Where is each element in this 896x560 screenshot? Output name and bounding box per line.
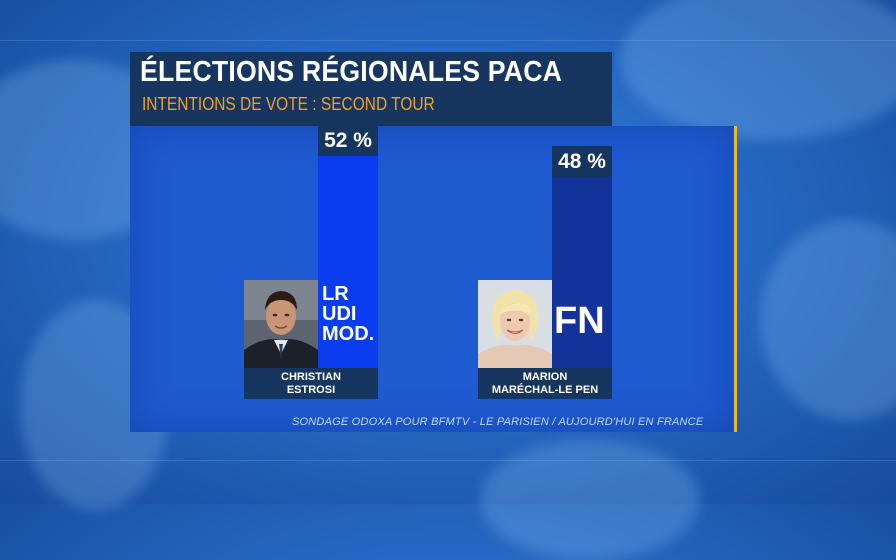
chart-header: ÉLECTIONS RÉGIONALES PACA INTENTIONS DE … [130,52,612,126]
chart-plot-area: 52 % LR UDI MOD. CHRISTIAN ESTROSI 48 % … [130,125,734,432]
name-first-estrosi: CHRISTIAN [281,370,341,383]
accent-line [734,126,737,432]
party-label-udi: UDI [322,303,357,325]
background-map-europe [620,0,896,140]
background-map-asia [760,220,896,420]
name-first-marechal-le-pen: MARION [522,370,568,383]
party-label-fn: FN [554,300,605,342]
background-latitude-line [0,40,896,41]
name-last-marechal-le-pen: MARÉCHAL-LE PEN [491,383,599,396]
category-label-estrosi: CHRISTIAN ESTROSI [244,368,378,399]
background-map-africa [480,440,700,560]
bar-estrosi [318,125,378,398]
bar-marechal-le-pen [552,146,612,398]
party-label-lr: LR [322,283,349,305]
data-label-marechal-le-pen: 48 % [552,146,612,177]
chart-subtitle: INTENTIONS DE VOTE : SECOND TOUR [142,94,435,114]
chart-panel [130,126,734,432]
party-label-marechal-le-pen: FN [554,302,605,340]
chart-title: ÉLECTIONS RÉGIONALES PACA [140,56,563,88]
candidate-photo-marechal-le-pen [478,280,552,368]
party-label-estrosi: LR UDI MOD. [322,284,374,344]
background-latitude-line [0,460,896,461]
candidate-photo-estrosi [244,280,318,368]
data-label-estrosi: 52 % [318,125,378,156]
name-last-estrosi: ESTROSI [286,383,336,396]
party-label-mod: MOD. [322,323,375,345]
source-note: SONDAGE ODOXA POUR BFMTV - LE PARISIEN /… [292,416,704,428]
category-label-marechal-le-pen: MARION MARÉCHAL-LE PEN [478,368,612,399]
